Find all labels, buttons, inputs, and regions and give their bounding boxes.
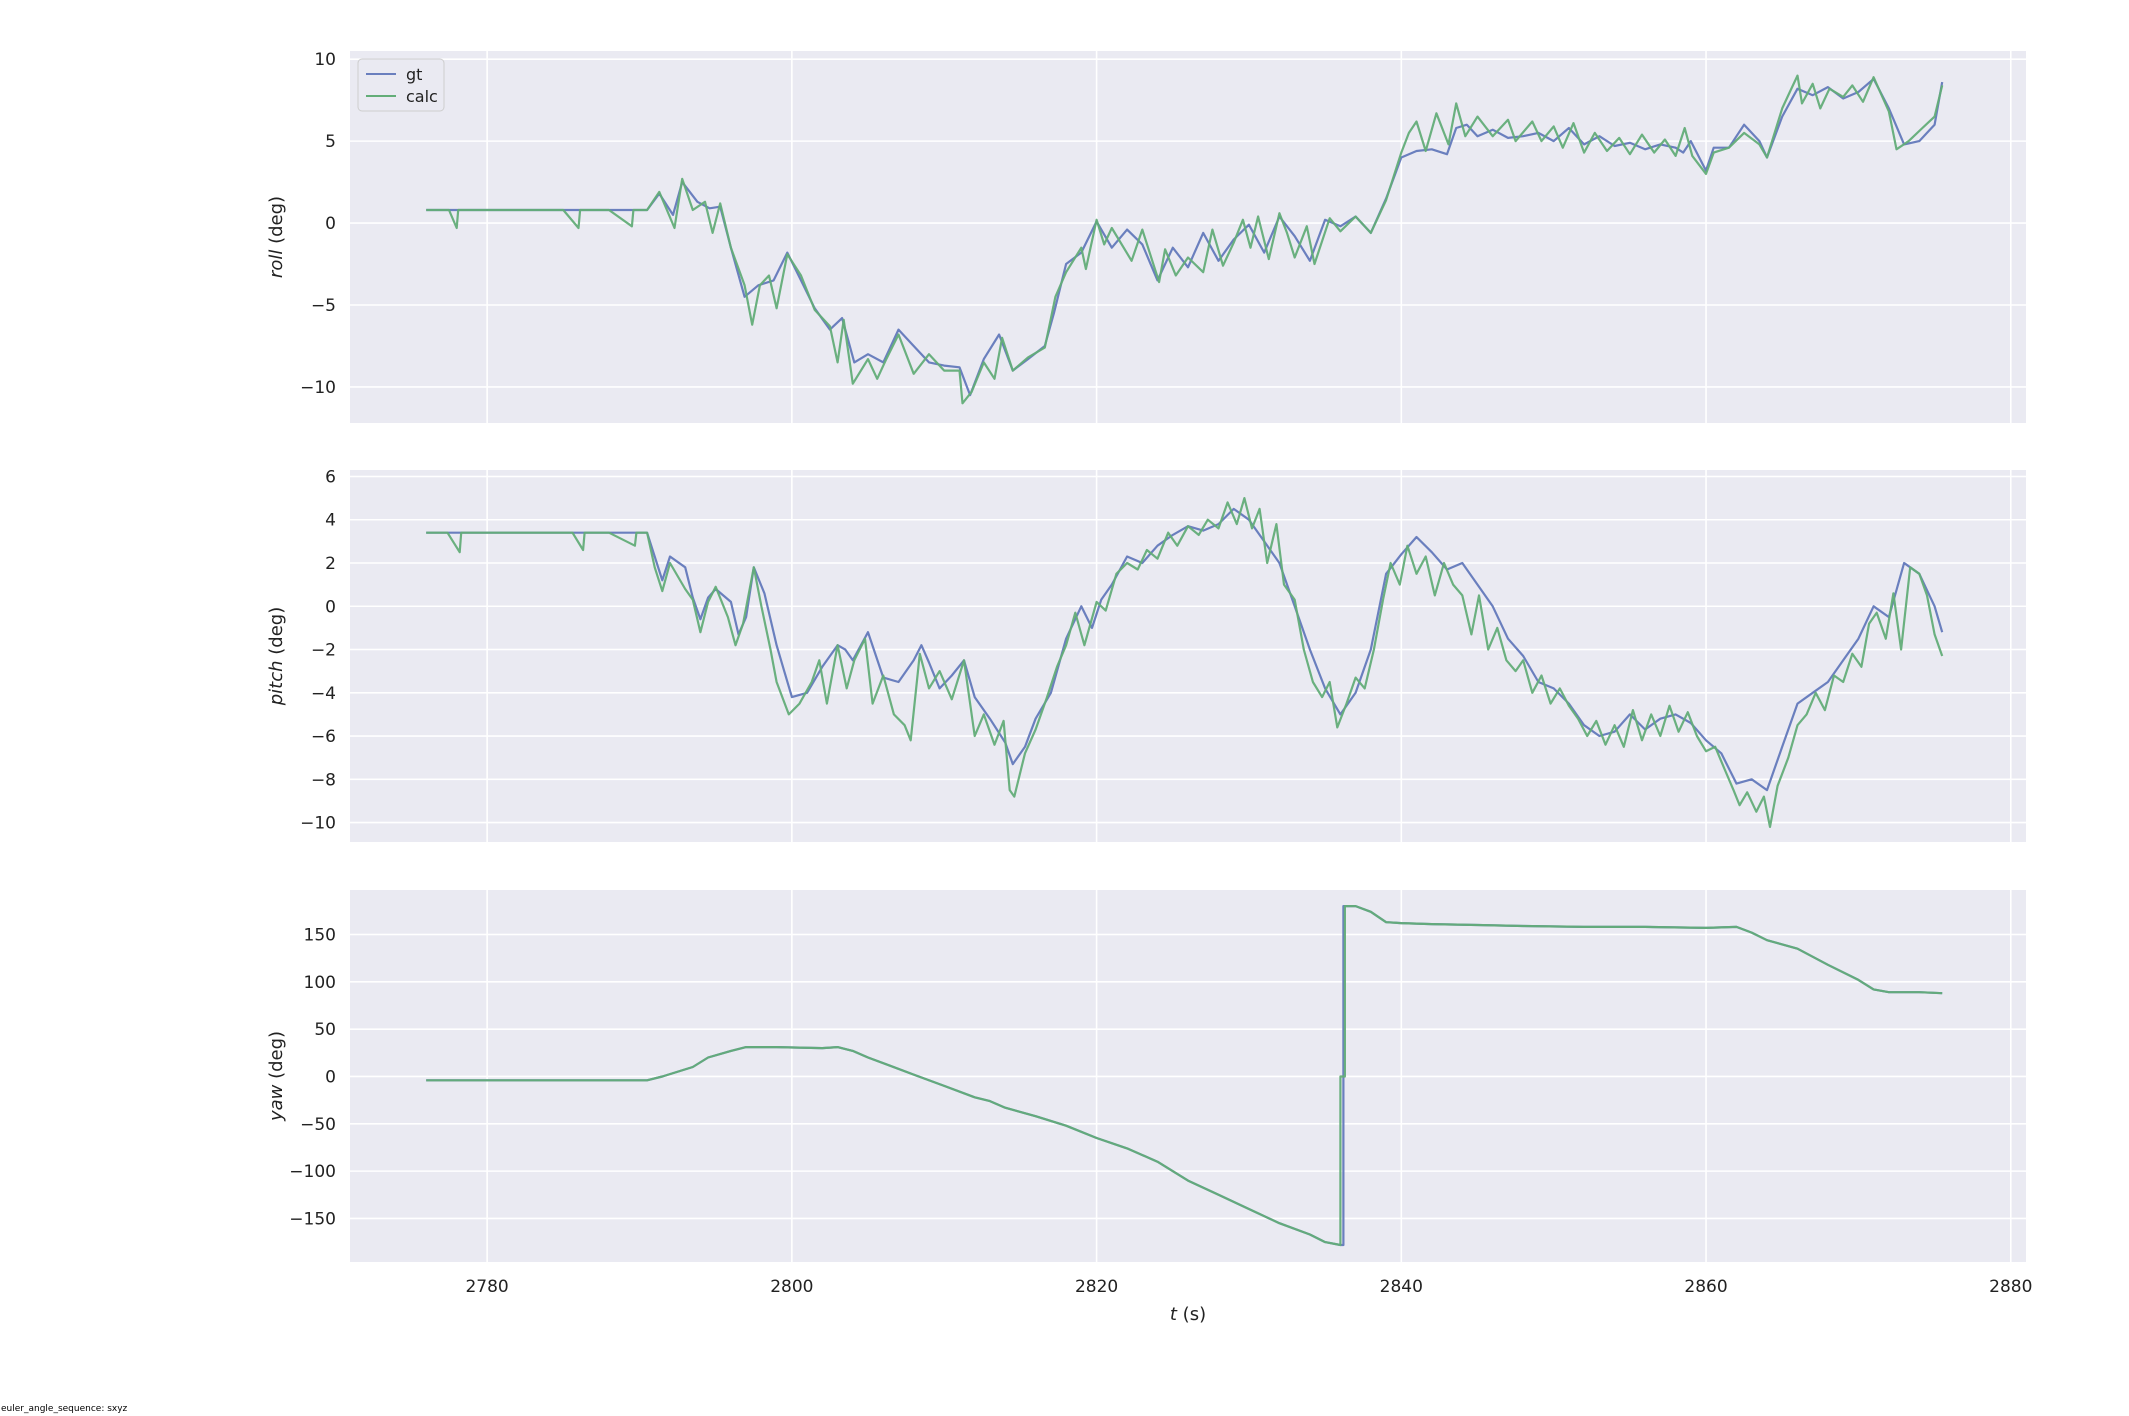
pitch-y-tick-label: 0 — [325, 597, 336, 617]
yaw-x-tick-label: 2860 — [1684, 1277, 1727, 1297]
yaw-x-tick-label: 2840 — [1380, 1277, 1423, 1297]
pitch-y-tick-label: −8 — [311, 770, 336, 790]
roll-calc-line — [426, 74, 1944, 405]
yaw-calc-line — [426, 905, 1943, 1247]
pitch-y-tick-label: −2 — [311, 641, 336, 661]
yaw-y-tick-label: −150 — [289, 1209, 336, 1229]
pitch-y-axis-label: pitch (deg) — [266, 607, 287, 707]
yaw-y-tick-label: 0 — [325, 1067, 336, 1087]
yaw-y-axis-label: yaw (deg) — [266, 1031, 287, 1122]
roll-y-axis-label: roll (deg) — [266, 196, 287, 278]
x-axis-label: t (s) — [1170, 1304, 1206, 1325]
pitch-calc-line — [426, 497, 1944, 828]
legend: gt calc — [357, 58, 445, 112]
pitch-y-tick-label: 4 — [325, 511, 336, 531]
yaw-y-tick-label: 150 — [304, 925, 336, 945]
roll-y-tick-label: −5 — [311, 296, 336, 316]
roll-plot-area — [350, 51, 2026, 423]
footer-note: euler_angle_sequence: sxyz — [1, 1404, 128, 1414]
pitch-y-tick-label: 6 — [325, 467, 336, 487]
roll-y-tick-label: −10 — [300, 378, 336, 398]
legend-frame — [357, 58, 445, 112]
roll-panel: −10 −5 0 5 10 roll (deg) gt calc — [266, 50, 2026, 423]
pitch-gt-line — [426, 507, 1944, 792]
pitch-panel: −10 −8 −6 −4 −2 0 2 4 6 pitch (deg) — [266, 467, 2026, 842]
roll-y-tick-label: 10 — [314, 50, 336, 70]
yaw-y-tick-label: 50 — [314, 1020, 336, 1040]
roll-gt-line — [426, 77, 1944, 397]
pitch-y-tick-label: 2 — [325, 554, 336, 574]
yaw-x-tick-label: 2780 — [465, 1277, 508, 1297]
roll-y-tick-label: 5 — [325, 132, 336, 152]
pitch-y-tick-label: −10 — [300, 814, 336, 834]
yaw-y-tick-label: −50 — [300, 1115, 336, 1135]
roll-y-tick-label: 0 — [325, 214, 336, 234]
pitch-y-tick-label: −4 — [311, 684, 336, 704]
yaw-x-tick-label: 2820 — [1075, 1277, 1118, 1297]
yaw-panel: −150 −100 −50 0 50 100 150 2780 2800 2820 2840 2860… — [266, 890, 2032, 1325]
yaw-y-tick-label: 100 — [304, 973, 336, 993]
yaw-y-tick-label: −100 — [289, 1162, 336, 1182]
yaw-x-tick-label: 2800 — [770, 1277, 813, 1297]
yaw-x-tick-label: 2880 — [1989, 1277, 2032, 1297]
pitch-y-tick-label: −6 — [311, 727, 336, 747]
legend-gt-label: gt — [406, 65, 422, 84]
legend-calc-label: calc — [406, 87, 438, 106]
